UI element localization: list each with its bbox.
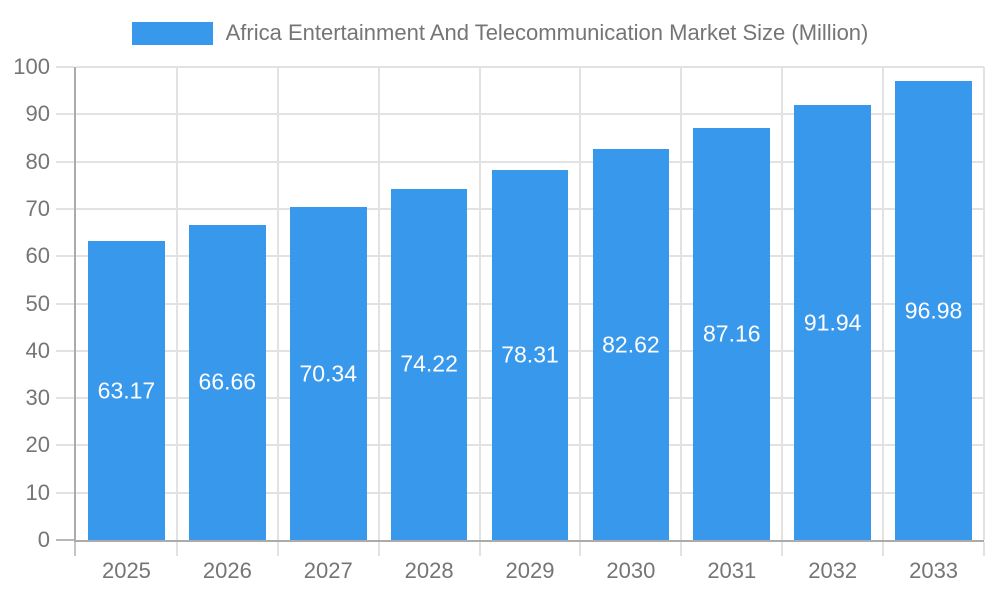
y-axis-label: 50: [25, 290, 50, 316]
bar-2033[interactable]: 96.98: [895, 81, 972, 540]
x-axis-tick: [276, 542, 279, 556]
bar-2032[interactable]: 91.94: [794, 105, 872, 540]
plot-area: 63.17 66.66 70.34 74.22 78.31 82.62 87.16 91.94…: [56, 66, 985, 556]
gridline-vertical: [276, 67, 279, 540]
y-axis-label: 30: [25, 385, 50, 411]
bar-slot-2028: 74.22: [379, 67, 480, 540]
bar-value-label: 74.22: [400, 350, 458, 377]
gridline-horizontal: [76, 160, 984, 163]
y-axis-label: 60: [25, 243, 50, 269]
gridline-vertical: [579, 67, 582, 540]
bar-slot-2026: 66.66: [177, 67, 278, 540]
x-axis-tick: [377, 542, 380, 556]
x-axis-labels: 2025 2026 2027 2028 2029 2030 2031 2032 2033: [76, 554, 984, 588]
gridline-horizontal: [76, 66, 984, 68]
bars: 63.17 66.66 70.34 74.22 78.31 82.62 87.16 91.94…: [76, 67, 984, 540]
y-axis-tick: [56, 66, 74, 68]
x-axis-tick: [175, 542, 178, 556]
gridline-vertical: [882, 67, 885, 540]
bar-2030[interactable]: 82.62: [592, 149, 670, 540]
gridline-vertical: [680, 67, 683, 540]
x-axis-tick: [680, 542, 683, 556]
y-axis-tick: [56, 302, 74, 305]
y-axis-labels: 0 10 20 30 40 50 60 70 80 90 100: [0, 54, 50, 552]
gridline-vertical: [781, 67, 784, 540]
bar-slot-2030: 82.62: [580, 67, 681, 540]
bar-2031[interactable]: 87.16: [693, 127, 771, 540]
legend: Africa Entertainment And Telecommunicati…: [0, 20, 1000, 46]
bar-2027[interactable]: 70.34: [289, 207, 367, 540]
y-axis-tick: [56, 113, 74, 116]
x-axis-label-2029: 2029: [505, 558, 555, 583]
legend-label: Africa Entertainment And Telecommunicati…: [225, 20, 869, 45]
bar-value-label: 70.34: [299, 360, 357, 387]
y-axis-label: 20: [25, 432, 50, 458]
x-axis-label-2033: 2033: [909, 558, 959, 583]
x-axis-label-2032: 2032: [808, 558, 858, 583]
y-axis-label: 90: [25, 101, 50, 127]
y-axis-tick: [56, 207, 74, 210]
x-axis-label-2030: 2030: [606, 558, 656, 583]
y-axis-label: 80: [25, 148, 50, 174]
y-axis-tick: [56, 349, 74, 352]
legend-item[interactable]: Africa Entertainment And Telecommunicati…: [131, 20, 869, 46]
bar-value-label: 82.62: [602, 331, 660, 358]
x-axis-tick: [579, 542, 582, 556]
bar-slot-2031: 87.16: [681, 67, 782, 540]
gridline-vertical: [983, 67, 985, 540]
bar-slot-2027: 70.34: [278, 67, 379, 540]
y-axis-tick: [56, 160, 74, 163]
x-axis-label-2031: 2031: [707, 558, 757, 583]
y-axis-tick: [56, 255, 74, 258]
gridline-vertical: [478, 67, 481, 540]
x-axis-tick: [781, 542, 784, 556]
bar-value-label: 96.98: [904, 297, 963, 324]
x-axis-label-2025: 2025: [101, 558, 151, 583]
x-axis-label-2027: 2027: [303, 558, 353, 583]
x-axis-tick: [882, 542, 885, 556]
x-axis-tick: [74, 542, 76, 556]
y-axis-label: 10: [25, 479, 50, 505]
y-axis-label: 0: [37, 527, 50, 552]
x-axis-tick: [983, 542, 985, 556]
gridline-vertical: [377, 67, 380, 540]
y-axis-tick: [56, 397, 74, 400]
bar-2025[interactable]: 63.17: [88, 241, 165, 540]
bar-value-label: 91.94: [803, 309, 862, 336]
x-axis-tick: [478, 542, 481, 556]
legend-swatch: [131, 21, 213, 45]
bar-slot-2029: 78.31: [480, 67, 581, 540]
bar-2028[interactable]: 74.22: [390, 188, 468, 540]
y-axis-tick: [56, 444, 74, 447]
bar-2029[interactable]: 78.31: [491, 169, 569, 540]
gridline-vertical: [175, 67, 178, 540]
bar-slot-2032: 91.94: [782, 67, 883, 540]
x-axis-label-2026: 2026: [202, 558, 252, 583]
bar-slot-2025: 63.17: [76, 67, 177, 540]
y-axis-label: 70: [25, 195, 50, 221]
y-axis-tick: [56, 539, 74, 541]
bar-value-label: 66.66: [198, 368, 257, 395]
bar-2026[interactable]: 66.66: [189, 224, 266, 540]
y-axis-label: 40: [25, 337, 50, 363]
y-axis-label: 100: [13, 54, 50, 79]
gridline-horizontal: [76, 113, 984, 116]
bar-value-label: 78.31: [501, 341, 559, 368]
bar-slot-2033: 96.98: [883, 67, 984, 540]
y-axis-tick: [56, 491, 74, 494]
x-axis-label-2028: 2028: [404, 558, 454, 583]
bar-value-label: 63.17: [97, 377, 156, 404]
bar-value-label: 87.16: [703, 320, 761, 347]
